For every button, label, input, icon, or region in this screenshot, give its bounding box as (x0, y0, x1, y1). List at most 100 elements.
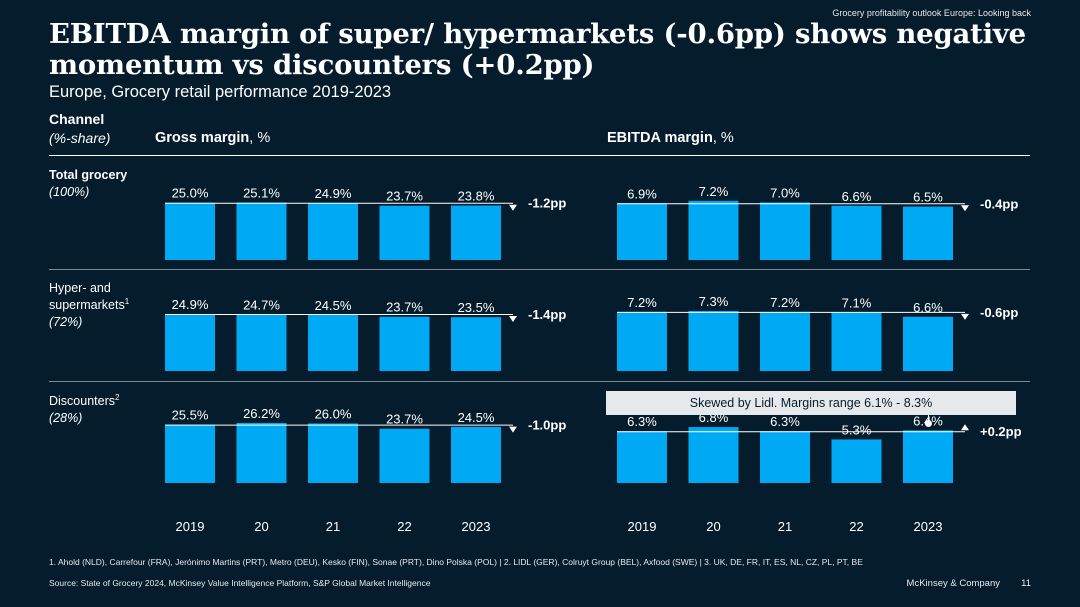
bar (688, 200, 739, 260)
bar (903, 430, 953, 483)
change-arrow-down-icon (961, 313, 969, 320)
x-tick-label: 2023 (914, 519, 943, 534)
channel-header-share: (%-share) (49, 130, 111, 146)
bar (688, 311, 739, 371)
row-name-text: Discounters (49, 394, 115, 408)
channel-header: Channel (49, 111, 105, 127)
x-tick-label: 2019 (176, 519, 205, 534)
bar (165, 202, 215, 260)
x-tick-label: 21 (326, 519, 340, 534)
row-share: (100%) (49, 185, 90, 199)
x-tick-label: 20 (706, 519, 720, 534)
value-label: 6.3% (770, 414, 800, 429)
value-label: 7.2% (627, 295, 657, 310)
delta-label: -1.0pp (528, 418, 566, 433)
bar (451, 426, 501, 483)
row-name: Discounters2 (49, 393, 119, 410)
row-name: Total grocery (49, 168, 128, 182)
value-label: 26.2% (243, 406, 280, 421)
gross-margin-header-label: Gross margin (155, 130, 250, 146)
row-label-discounters: Discounters2 (28%) (49, 393, 119, 427)
bar (308, 423, 358, 483)
change-arrow-down-icon (961, 205, 969, 212)
row-share: (28%) (49, 411, 83, 425)
row-name-text: Hyper- and supermarkets (49, 281, 125, 312)
change-arrow-down-icon (509, 204, 517, 211)
bar (165, 424, 215, 483)
change-arrow-up-icon (961, 424, 969, 431)
page-number: 11 (1021, 578, 1031, 589)
lidl-callout: Skewed by Lidl. Margins range 6.1% - 8.3… (606, 391, 1016, 415)
ebitda-margin-header-unit: , % (712, 130, 734, 146)
row-label-total-grocery: Total grocery (100%) (49, 167, 127, 201)
x-tick-label: 2023 (462, 519, 491, 534)
footnote-marker: 2 (115, 392, 120, 402)
ebitda-margin-header: EBITDA margin, % (607, 130, 734, 146)
gross-margin-header: Gross margin, % (155, 130, 270, 146)
bar (831, 312, 882, 371)
value-label: 6.3% (627, 414, 657, 429)
bar (236, 202, 287, 260)
value-label: 24.7% (243, 297, 280, 312)
value-label: 23.5% (458, 300, 495, 315)
bar (308, 202, 358, 260)
value-label: 23.7% (386, 412, 423, 427)
x-tick-label: 21 (778, 519, 792, 534)
value-label: 7.2% (699, 184, 729, 199)
row-divider (49, 381, 1030, 382)
tracker-label: Grocery profitability outlook Europe: Lo… (832, 8, 1031, 18)
value-label: 6.5% (913, 190, 943, 205)
bar (379, 428, 430, 483)
page-title: EBITDA margin of super/ hypermarkets (-0… (49, 18, 1026, 81)
bar (617, 311, 667, 371)
delta-label: -1.2pp (528, 196, 566, 211)
gross-margin-header-unit: , % (249, 130, 271, 146)
value-label: 25.0% (172, 186, 209, 201)
delta-label: -0.4pp (980, 196, 1018, 211)
bar (617, 431, 667, 483)
bar (165, 313, 215, 371)
value-label: 25.5% (172, 408, 209, 423)
delta-label: -0.6pp (980, 305, 1018, 320)
header-divider (49, 155, 1030, 156)
row-name: Hyper- and supermarkets1 (49, 280, 129, 314)
value-label: 6.9% (627, 186, 657, 201)
bar (831, 439, 882, 483)
brand-name: McKinsey & Company (906, 578, 1000, 589)
value-label: 5.3% (842, 422, 872, 437)
callout-connector (928, 415, 929, 423)
value-label: 7.0% (770, 185, 800, 200)
bar (617, 203, 667, 260)
row-divider (49, 269, 1030, 270)
callout-dot (925, 420, 932, 427)
change-arrow-down-icon (509, 315, 517, 322)
value-label: 7.1% (842, 296, 872, 311)
page-subtitle: Europe, Grocery retail performance 2019-… (49, 83, 392, 101)
change-arrow-down-icon (509, 426, 517, 433)
ebitda-margin-header-label: EBITDA margin (607, 130, 713, 146)
bar (308, 314, 358, 371)
footnote-marker: 1 (124, 296, 130, 306)
delta-label: -1.4pp (528, 307, 566, 322)
value-label: 26.0% (315, 406, 352, 421)
value-label: 23.7% (386, 300, 423, 315)
x-tick-label: 22 (397, 519, 411, 534)
row-share: (72%) (49, 315, 83, 329)
bar (236, 423, 287, 483)
bar (760, 311, 810, 371)
value-label: 25.1% (243, 186, 280, 201)
bar (379, 316, 430, 371)
bar (688, 427, 739, 483)
bar (903, 316, 953, 371)
bar (379, 205, 430, 260)
bar (236, 314, 287, 371)
footnote: 1. Ahold (NLD), Carrefour (FRA), Jerónim… (49, 557, 863, 567)
value-label: 24.5% (315, 298, 352, 313)
x-tick-label: 2019 (628, 519, 657, 534)
value-label: 7.3% (699, 294, 729, 309)
x-tick-label: 22 (849, 519, 863, 534)
bar (831, 205, 882, 260)
value-label: 24.9% (172, 297, 209, 312)
delta-label: +0.2pp (980, 424, 1022, 439)
